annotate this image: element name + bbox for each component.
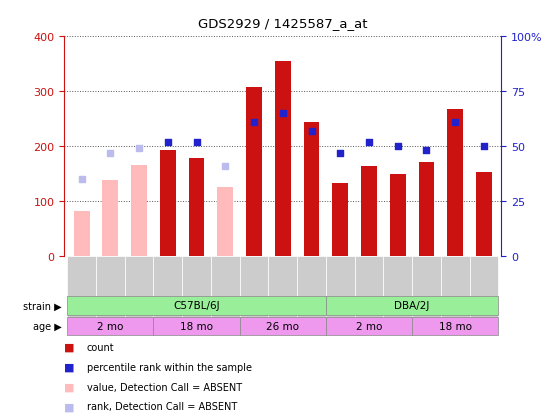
- Text: ■: ■: [64, 401, 75, 411]
- FancyBboxPatch shape: [182, 256, 211, 324]
- FancyBboxPatch shape: [211, 256, 240, 324]
- Bar: [418, 163, 435, 256]
- Text: 2 mo: 2 mo: [97, 321, 124, 331]
- FancyBboxPatch shape: [153, 317, 240, 335]
- Bar: [131, 166, 147, 256]
- Point: [192, 139, 201, 145]
- Point: [164, 139, 172, 145]
- FancyBboxPatch shape: [153, 256, 182, 324]
- Point: [278, 111, 287, 117]
- FancyBboxPatch shape: [67, 297, 326, 315]
- FancyBboxPatch shape: [240, 317, 326, 335]
- Bar: [333, 184, 348, 256]
- Point: [221, 163, 230, 170]
- Bar: [476, 173, 492, 256]
- Bar: [447, 109, 463, 256]
- Bar: [390, 175, 405, 256]
- Point: [393, 143, 402, 150]
- Bar: [361, 167, 377, 256]
- FancyBboxPatch shape: [326, 317, 412, 335]
- Text: ■: ■: [64, 362, 75, 372]
- FancyBboxPatch shape: [441, 256, 470, 324]
- Bar: [246, 88, 262, 256]
- Text: count: count: [87, 342, 114, 352]
- Point: [307, 128, 316, 135]
- Point: [365, 139, 374, 145]
- FancyBboxPatch shape: [67, 317, 153, 335]
- FancyBboxPatch shape: [297, 256, 326, 324]
- FancyBboxPatch shape: [412, 317, 498, 335]
- Text: 2 mo: 2 mo: [356, 321, 382, 331]
- Text: 18 mo: 18 mo: [438, 321, 472, 331]
- Point: [336, 150, 345, 157]
- Text: value, Detection Call = ABSENT: value, Detection Call = ABSENT: [87, 382, 242, 392]
- Text: C57BL/6J: C57BL/6J: [173, 301, 220, 311]
- Bar: [189, 159, 204, 256]
- FancyBboxPatch shape: [125, 256, 153, 324]
- Text: strain ▶: strain ▶: [23, 301, 62, 311]
- Point: [134, 145, 143, 152]
- Bar: [160, 151, 176, 256]
- FancyBboxPatch shape: [96, 256, 125, 324]
- Text: percentile rank within the sample: percentile rank within the sample: [87, 362, 252, 372]
- Bar: [304, 123, 319, 256]
- FancyBboxPatch shape: [268, 256, 297, 324]
- FancyBboxPatch shape: [470, 256, 498, 324]
- Text: ■: ■: [64, 382, 75, 392]
- Text: 26 mo: 26 mo: [267, 321, 299, 331]
- Text: 18 mo: 18 mo: [180, 321, 213, 331]
- FancyBboxPatch shape: [67, 256, 96, 324]
- Text: GDS2929 / 1425587_a_at: GDS2929 / 1425587_a_at: [198, 17, 367, 29]
- Point: [77, 176, 86, 183]
- Bar: [275, 62, 291, 256]
- Bar: [217, 188, 233, 256]
- Point: [451, 119, 460, 126]
- FancyBboxPatch shape: [354, 256, 384, 324]
- Bar: [102, 180, 118, 256]
- Text: rank, Detection Call = ABSENT: rank, Detection Call = ABSENT: [87, 401, 237, 411]
- Point: [422, 148, 431, 154]
- Point: [106, 150, 115, 157]
- Text: age ▶: age ▶: [33, 321, 62, 331]
- FancyBboxPatch shape: [326, 256, 354, 324]
- Point: [250, 119, 259, 126]
- Text: ■: ■: [64, 342, 75, 352]
- Bar: [74, 211, 90, 256]
- FancyBboxPatch shape: [412, 256, 441, 324]
- FancyBboxPatch shape: [240, 256, 268, 324]
- FancyBboxPatch shape: [384, 256, 412, 324]
- Text: DBA/2J: DBA/2J: [394, 301, 430, 311]
- Point: [479, 143, 488, 150]
- FancyBboxPatch shape: [326, 297, 498, 315]
